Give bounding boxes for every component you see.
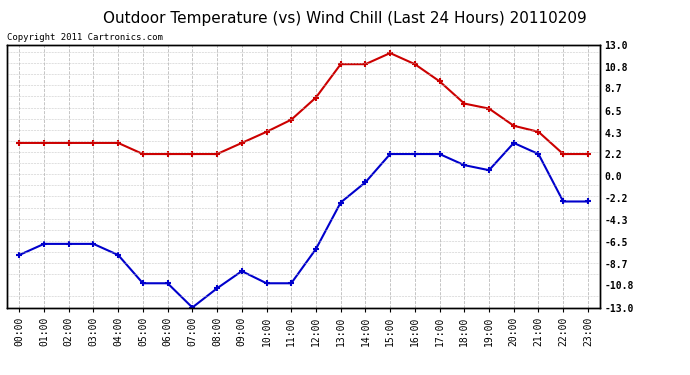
Text: Copyright 2011 Cartronics.com: Copyright 2011 Cartronics.com xyxy=(7,33,163,42)
Text: Outdoor Temperature (vs) Wind Chill (Last 24 Hours) 20110209: Outdoor Temperature (vs) Wind Chill (Las… xyxy=(103,11,587,26)
